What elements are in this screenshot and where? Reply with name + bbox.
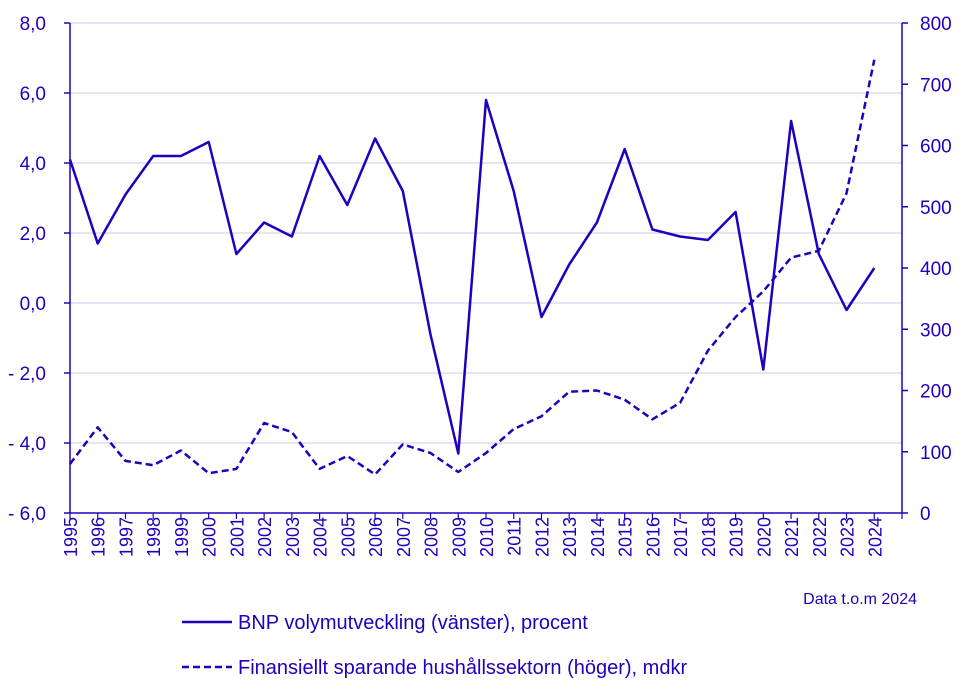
series-line-bnp [68, 98, 876, 455]
series-line-sparande [69, 59, 876, 476]
x-tick-label: 1999 [172, 517, 192, 557]
left-axis-tick-labels: 8,0 6,0 4,0 2,0 0,0 - 2,0 - 4,0 - 6,0 [8, 14, 46, 525]
series-layer [68, 59, 876, 476]
right-tick-label: 0 [920, 504, 931, 525]
x-tick-label: 2023 [838, 517, 858, 557]
x-tick-label: 2008 [422, 517, 442, 557]
x-tick-label: 2018 [699, 517, 719, 557]
left-tick-label: 2,0 [20, 224, 46, 245]
right-tick-label: 700 [920, 75, 952, 96]
legend-label-sparande: Finansiellt sparande hushållssektorn (hö… [238, 657, 687, 679]
left-tick-label: - 4,0 [8, 434, 46, 455]
right-tick-label: 500 [920, 198, 952, 219]
right-axis-tick-labels: 800 700 600 500 400 300 200 100 0 [920, 14, 952, 525]
legend-label-bnp: BNP volymutveckling (vänster), procent [238, 612, 588, 634]
x-tick-label: 2003 [283, 517, 303, 557]
right-tick-label: 200 [920, 382, 952, 403]
x-tick-label: 2019 [727, 517, 747, 557]
x-tick-label: 2007 [394, 517, 414, 557]
left-tick-label: 8,0 [20, 14, 46, 35]
right-tick-label: 400 [920, 259, 952, 280]
left-tick-label: - 2,0 [8, 364, 46, 385]
right-tick-label: 100 [920, 443, 952, 464]
data-note: Data t.o.m 2024 [803, 591, 917, 608]
right-tick-label: 300 [920, 320, 952, 341]
x-tick-label: 2000 [200, 517, 220, 557]
x-tick-label: 2012 [532, 517, 552, 557]
x-tick-label: 2015 [616, 517, 636, 557]
x-tick-label: 2013 [560, 517, 580, 557]
left-tick-label: - 6,0 [8, 504, 46, 525]
x-tick-label: 2020 [754, 517, 774, 557]
axes [64, 22, 908, 519]
x-tick-label: 1997 [116, 517, 136, 557]
right-tick-label: 600 [920, 137, 952, 158]
left-tick-label: 0,0 [20, 294, 46, 315]
x-tick-label: 2006 [366, 517, 386, 557]
x-axis-tick-labels: 1995 1996 1997 1998 1999 2000 2001 2002 2003 2004… [61, 517, 885, 557]
x-tick-label: 2005 [338, 517, 358, 557]
legend: BNP volymutveckling (vänster), procent F… [182, 612, 687, 679]
x-tick-label: 2016 [643, 517, 663, 557]
x-tick-label: 1995 [61, 517, 81, 557]
x-tick-label: 2001 [227, 517, 247, 557]
x-tick-label: 1998 [144, 517, 164, 557]
x-tick-label: 2017 [671, 517, 691, 557]
x-tick-label: 2024 [865, 517, 885, 557]
x-tick-label: 2022 [810, 517, 830, 557]
x-tick-label: 2002 [255, 517, 275, 557]
x-tick-label: 2021 [782, 517, 802, 557]
x-tick-label: 2009 [449, 517, 469, 557]
left-tick-label: 6,0 [20, 84, 46, 105]
x-tick-label: 1996 [89, 517, 109, 557]
x-tick-label: 2014 [588, 517, 608, 557]
gridlines [70, 22, 902, 514]
x-tick-label: 2011 [505, 517, 525, 556]
x-tick-label: 2010 [477, 517, 497, 557]
right-tick-label: 800 [920, 14, 952, 35]
left-tick-label: 4,0 [20, 154, 46, 175]
x-tick-label: 2004 [311, 517, 331, 557]
